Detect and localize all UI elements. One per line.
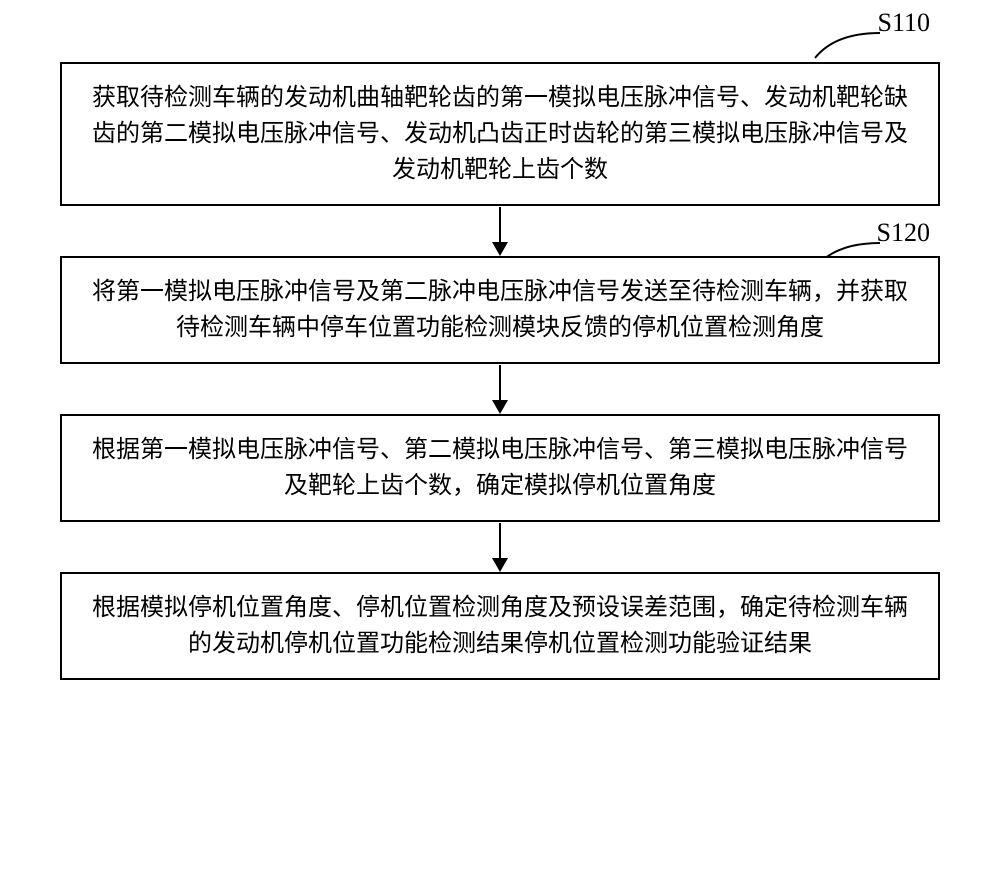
step-label-s120: S120 — [877, 218, 930, 248]
arrow-2-3 — [492, 364, 508, 414]
arrow-head — [492, 558, 508, 572]
arrow-head — [492, 242, 508, 256]
arrow-1-2 — [492, 206, 508, 256]
arrow-head — [492, 400, 508, 414]
step-box-s130: 根据第一模拟电压脉冲信号、第二模拟电压脉冲信号、第三模拟电压脉冲信号及靶轮上齿个… — [60, 414, 940, 522]
step-container-3: 根据第一模拟电压脉冲信号、第二模拟电压脉冲信号、第三模拟电压脉冲信号及靶轮上齿个… — [40, 414, 960, 572]
step-box-s120: 将第一模拟电压脉冲信号及第二脉冲电压脉冲信号发送至待检测车辆，并获取待检测车辆中… — [60, 256, 940, 364]
step-box-s140: 根据模拟停机位置角度、停机位置检测角度及预设误差范围，确定待检测车辆的发动机停机… — [60, 572, 940, 680]
arrow-line — [499, 207, 501, 242]
arrow-line — [499, 523, 501, 558]
step-container-1: 获取待检测车辆的发动机曲轴靶轮齿的第一模拟电压脉冲信号、发动机靶轮缺齿的第二模拟… — [40, 20, 960, 256]
arrow-line — [499, 365, 501, 400]
flowchart-container: S110 获取待检测车辆的发动机曲轴靶轮齿的第一模拟电压脉冲信号、发动机靶轮缺齿… — [0, 0, 1000, 870]
step-box-s110: 获取待检测车辆的发动机曲轴靶轮齿的第一模拟电压脉冲信号、发动机靶轮缺齿的第二模拟… — [60, 62, 940, 206]
step-container-4: 根据模拟停机位置角度、停机位置检测角度及预设误差范围，确定待检测车辆的发动机停机… — [40, 572, 960, 680]
arrow-3-4 — [492, 522, 508, 572]
step-container-2: 将第一模拟电压脉冲信号及第二脉冲电压脉冲信号发送至待检测车辆，并获取待检测车辆中… — [40, 256, 960, 414]
